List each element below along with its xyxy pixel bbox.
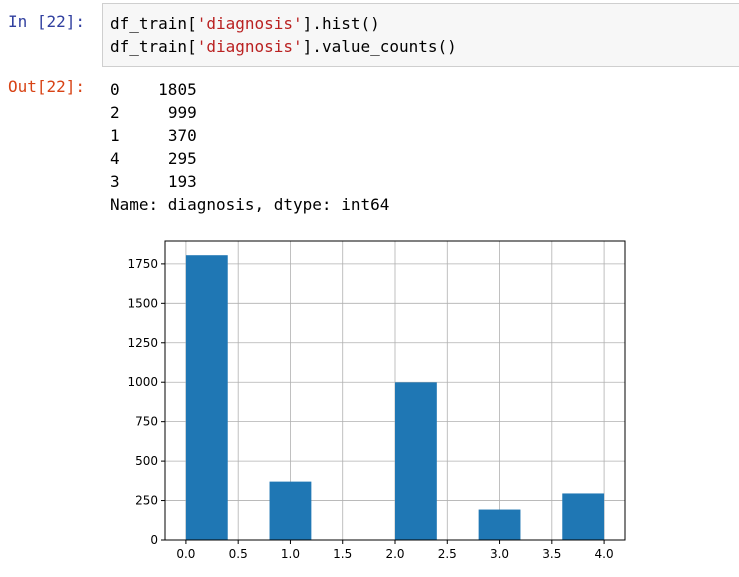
histogram-bar <box>269 481 312 540</box>
histogram-bar <box>395 382 437 540</box>
value-counts-footer: Name: diagnosis, dtype: int64 <box>110 195 390 214</box>
y-tick-label: 1250 <box>127 336 158 350</box>
histogram-chart: 0.0 0.5 1.0 1.5 2.0 2.5 3.0 3.5 4.0 0 250 500 750 100… <box>127 240 626 561</box>
code-line-1: df_train['diagnosis'].hist() <box>110 14 380 33</box>
value-counts-output: 0 1805 2 999 1 370 4 295 3 193 Name: dia… <box>110 78 389 216</box>
y-tick-label: 250 <box>135 494 158 508</box>
value-counts-row: 0 1805 <box>110 80 197 99</box>
code-line-2: df_train['diagnosis'].value_counts() <box>110 37 457 56</box>
y-tick-label: 750 <box>135 415 158 429</box>
input-prompt: In [22]: <box>8 12 86 31</box>
y-tick-label: 1000 <box>127 375 158 389</box>
y-tick-label: 1750 <box>127 257 158 271</box>
x-tick-label: 3.5 <box>542 547 561 561</box>
histogram-bar <box>478 509 521 540</box>
x-tick-label: 2.0 <box>385 547 404 561</box>
x-tick-label: 0.0 <box>176 547 195 561</box>
x-tick-label: 3.0 <box>490 547 509 561</box>
y-tick-label: 0 <box>150 533 158 547</box>
value-counts-row: 4 295 <box>110 149 197 168</box>
x-tick-label: 1.5 <box>333 547 352 561</box>
y-tick-label: 1500 <box>127 296 158 310</box>
x-tick-label: 1.0 <box>281 547 300 561</box>
value-counts-row: 2 999 <box>110 103 197 122</box>
output-prompt: Out[22]: <box>8 77 86 96</box>
y-tick-label: 500 <box>135 454 158 468</box>
x-tick-label: 2.5 <box>438 547 457 561</box>
histogram-bar <box>185 255 228 540</box>
code-cell-editor[interactable]: df_train['diagnosis'].hist() df_train['d… <box>102 3 739 67</box>
x-tick-label: 0.5 <box>229 547 248 561</box>
histogram-bar <box>562 493 605 540</box>
x-tick-label: 4.0 <box>595 547 614 561</box>
value-counts-row: 1 370 <box>110 126 197 145</box>
value-counts-row: 3 193 <box>110 172 197 191</box>
